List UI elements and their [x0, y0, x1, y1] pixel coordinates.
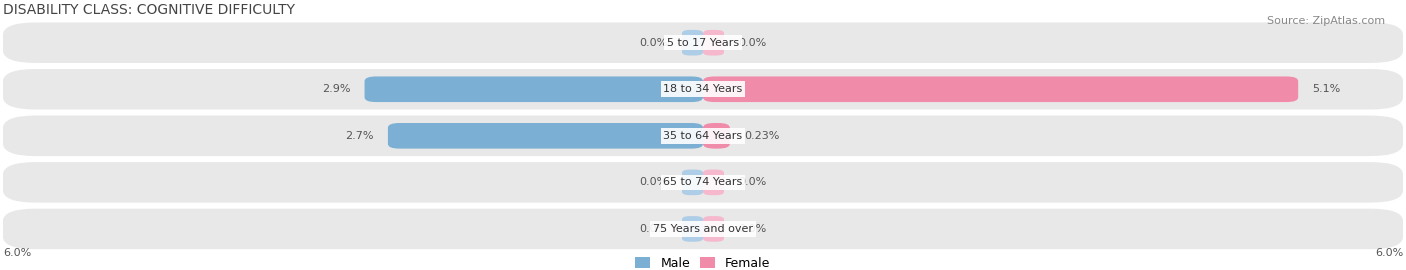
FancyBboxPatch shape: [388, 123, 703, 148]
Text: 0.23%: 0.23%: [744, 131, 779, 141]
FancyBboxPatch shape: [703, 76, 1298, 102]
FancyBboxPatch shape: [364, 76, 703, 102]
Text: 0.0%: 0.0%: [640, 224, 668, 234]
FancyBboxPatch shape: [682, 170, 703, 195]
Text: 6.0%: 6.0%: [3, 248, 31, 258]
FancyBboxPatch shape: [703, 123, 730, 148]
Text: DISABILITY CLASS: COGNITIVE DIFFICULTY: DISABILITY CLASS: COGNITIVE DIFFICULTY: [3, 3, 295, 17]
FancyBboxPatch shape: [3, 22, 1403, 63]
Text: 0.0%: 0.0%: [738, 177, 766, 187]
Text: 5.1%: 5.1%: [1312, 84, 1340, 94]
Text: 2.9%: 2.9%: [322, 84, 350, 94]
FancyBboxPatch shape: [703, 30, 724, 56]
Text: 75 Years and over: 75 Years and over: [652, 224, 754, 234]
FancyBboxPatch shape: [682, 216, 703, 242]
Text: 18 to 34 Years: 18 to 34 Years: [664, 84, 742, 94]
Text: 2.7%: 2.7%: [346, 131, 374, 141]
Text: 0.0%: 0.0%: [738, 224, 766, 234]
Text: 65 to 74 Years: 65 to 74 Years: [664, 177, 742, 187]
Text: Source: ZipAtlas.com: Source: ZipAtlas.com: [1267, 16, 1385, 26]
FancyBboxPatch shape: [703, 216, 724, 242]
Text: 35 to 64 Years: 35 to 64 Years: [664, 131, 742, 141]
FancyBboxPatch shape: [3, 116, 1403, 156]
Legend: Male, Female: Male, Female: [636, 257, 770, 270]
Text: 0.0%: 0.0%: [738, 38, 766, 48]
Text: 0.0%: 0.0%: [640, 177, 668, 187]
Text: 5 to 17 Years: 5 to 17 Years: [666, 38, 740, 48]
FancyBboxPatch shape: [703, 170, 724, 195]
Text: 6.0%: 6.0%: [1375, 248, 1403, 258]
FancyBboxPatch shape: [3, 162, 1403, 202]
Text: 0.0%: 0.0%: [640, 38, 668, 48]
FancyBboxPatch shape: [682, 30, 703, 56]
FancyBboxPatch shape: [3, 69, 1403, 110]
FancyBboxPatch shape: [3, 209, 1403, 249]
